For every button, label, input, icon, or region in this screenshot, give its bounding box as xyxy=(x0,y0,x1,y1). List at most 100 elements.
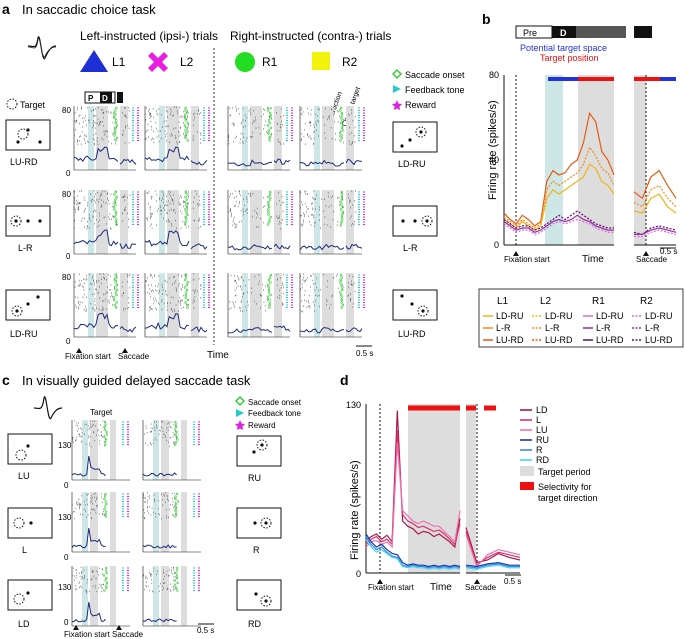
saccade-marker xyxy=(174,584,177,587)
saccade-marker xyxy=(184,291,188,294)
saccade-marker xyxy=(174,423,178,426)
series-line xyxy=(465,563,520,569)
config-box-l xyxy=(7,507,53,539)
saccade-marker xyxy=(185,205,189,209)
raster-period-shade xyxy=(242,190,248,254)
raster-period-shade xyxy=(161,492,169,552)
panel-c-legend: Saccade onset Feedback tone Reward xyxy=(235,396,302,430)
saccade-marker xyxy=(267,291,271,294)
saccade-marker xyxy=(184,223,187,226)
saccade-marker xyxy=(267,210,270,214)
saccade-marker xyxy=(267,119,271,122)
raster-cell xyxy=(227,273,293,338)
left-header: Left-instructed (ipsi-) trials xyxy=(80,29,218,43)
raster-period-shade xyxy=(159,106,165,170)
saccade-marker xyxy=(340,213,344,216)
raster-cell xyxy=(227,106,293,171)
chart-b xyxy=(503,75,677,249)
saccade-marker xyxy=(183,200,187,204)
saccade-marker xyxy=(113,303,116,307)
saccade-marker xyxy=(267,286,270,289)
saccade-marker xyxy=(104,505,107,508)
saccade-marker xyxy=(339,273,343,277)
target-period-shade xyxy=(408,404,460,573)
saccade-marker xyxy=(113,129,117,132)
series-line xyxy=(634,229,677,238)
y-tick-0-row2: 0 xyxy=(66,252,71,261)
saccade-marker xyxy=(176,581,179,585)
saccade-marker xyxy=(338,131,342,135)
config-box-ru xyxy=(236,435,282,467)
saccade-marker xyxy=(105,571,108,575)
fixation-label-d: Fixation start xyxy=(368,583,415,592)
saccade-marker xyxy=(114,220,118,224)
saccade-marker xyxy=(340,195,344,199)
raster-period-shade xyxy=(322,106,334,170)
config-box-r xyxy=(236,507,282,539)
phase-d-label: D xyxy=(102,94,108,103)
raster-cell-c xyxy=(142,420,201,481)
psth-line xyxy=(142,472,177,477)
raster-period-shade xyxy=(191,190,199,254)
psth-line xyxy=(190,159,208,166)
saccade-marker xyxy=(184,109,187,112)
saccade-marker xyxy=(340,218,344,221)
psth-line xyxy=(227,159,273,167)
saccade-marker xyxy=(266,106,270,110)
series-line xyxy=(365,429,461,546)
raster-period-shade xyxy=(159,190,165,254)
saccade-marker xyxy=(267,129,271,132)
saccade-marker xyxy=(186,303,190,307)
saccade-marker xyxy=(112,205,116,209)
saccade-marker xyxy=(339,291,342,294)
c-y-tick-0-row2: 0 xyxy=(64,553,69,562)
square-icon xyxy=(312,52,330,70)
saccade-marker xyxy=(114,119,118,122)
saccade-marker xyxy=(267,296,270,299)
saccade-marker xyxy=(185,126,188,130)
panel-a-legend: Saccade onset Feedback tone Reward xyxy=(392,69,465,110)
series-line xyxy=(465,561,520,568)
saccade-marker xyxy=(268,220,271,224)
saccade-marker xyxy=(176,566,179,570)
panel-d-label: d xyxy=(340,372,349,388)
saccade-marker xyxy=(184,119,187,122)
saccade-marker xyxy=(186,193,189,196)
b-y-tick-0: 0 xyxy=(494,240,499,250)
raster-period-shade xyxy=(82,492,88,552)
saccade-marker xyxy=(184,190,187,194)
selectivity-swatch xyxy=(520,482,534,490)
saccade-marker xyxy=(269,134,272,137)
series-line xyxy=(365,538,461,570)
legend-saccade-onset: Saccade onset xyxy=(405,70,465,80)
saccade-marker xyxy=(268,306,271,309)
legend-b-entry: LU-RD xyxy=(496,335,524,345)
raster-period-shade xyxy=(161,420,169,480)
raster-period-shade xyxy=(88,190,94,254)
saccade-marker xyxy=(114,190,118,194)
saccade-marker xyxy=(104,579,107,582)
saccade-marker xyxy=(105,502,108,506)
period-shade xyxy=(634,75,646,245)
saccade-marker xyxy=(339,278,342,282)
saccade-marker xyxy=(185,203,188,206)
panel-c-label: c xyxy=(2,372,10,388)
saccade-marker xyxy=(103,497,106,501)
panel-b-ylabel: Firing rate (spikes/s) xyxy=(487,100,499,200)
saccade-marker xyxy=(104,423,107,426)
saccade-marker xyxy=(103,507,106,511)
psth-line xyxy=(142,544,177,549)
series-line xyxy=(465,527,521,564)
saccade-marker xyxy=(267,288,271,292)
saccade-marker xyxy=(103,428,106,431)
legend-c-saccade-onset: Saccade onset xyxy=(248,398,302,407)
raster-period-shade xyxy=(110,492,116,552)
saccade-marker xyxy=(340,296,343,299)
phase-box: P D xyxy=(84,91,123,104)
raster-cell-c xyxy=(71,420,130,481)
raster-y-ticks: 80 0 80 0 80 0 xyxy=(62,106,71,346)
series-line xyxy=(503,210,614,231)
raster-period-shade xyxy=(346,190,354,254)
saccade-marker xyxy=(183,114,187,117)
saccade-marker xyxy=(103,425,106,429)
